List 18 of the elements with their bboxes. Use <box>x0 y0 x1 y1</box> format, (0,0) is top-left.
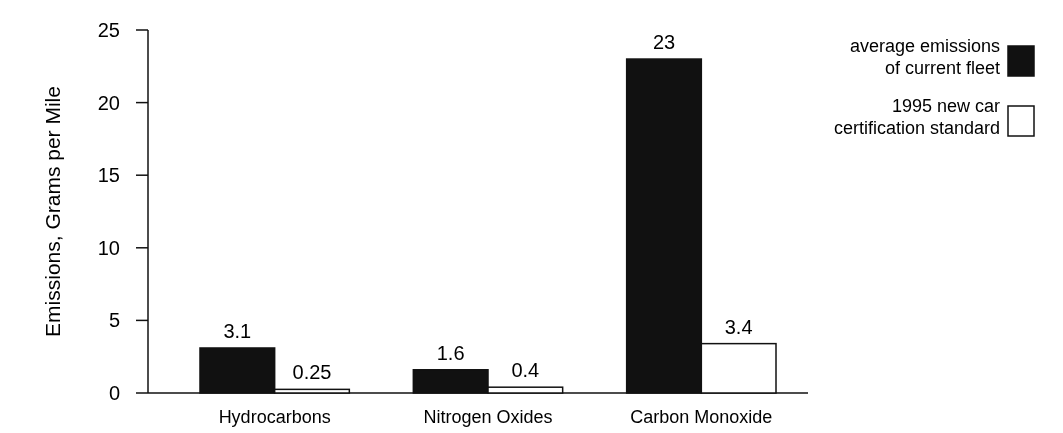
data-label: 3.1 <box>223 319 252 342</box>
y-tick-label: 0 <box>108 382 120 404</box>
legend-label: average emissions of current fleet <box>849 36 1000 78</box>
y-tick-label: 10 <box>97 236 120 259</box>
y-tick-label: 20 <box>97 91 120 114</box>
y-tick-label: 5 <box>108 309 120 332</box>
data-label: 0.4 <box>511 359 540 382</box>
x-tick-label: Nitrogen Oxides <box>423 407 553 427</box>
legend-label: 1995 new car certification standard <box>833 96 1000 138</box>
x-tick-label: Hydrocarbons <box>218 407 331 427</box>
data-label: 3.4 <box>724 315 753 338</box>
y-axis-title: Emissions, Grams per Mile <box>41 86 64 337</box>
data-label: 1.6 <box>436 341 465 364</box>
data-label: 0.25 <box>292 361 332 384</box>
x-tick-label: Carbon Monoxide <box>630 407 773 427</box>
y-tick-label: 25 <box>97 19 120 41</box>
y-tick-label: 15 <box>97 164 120 187</box>
data-label: 23 <box>652 31 676 54</box>
